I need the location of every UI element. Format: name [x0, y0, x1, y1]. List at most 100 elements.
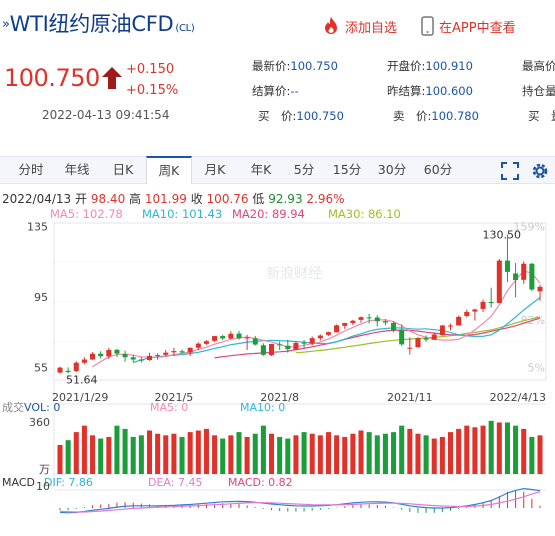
candle-body: [73, 362, 79, 372]
tab-30min[interactable]: 30分: [377, 162, 407, 177]
price-tick-label: 135: [27, 221, 48, 234]
volume-bar: [317, 435, 323, 474]
candle-body: [456, 316, 462, 326]
x-tick-label: 2021/11: [387, 391, 433, 404]
candle-body: [228, 333, 234, 339]
candle-body: [301, 342, 307, 344]
candle-body: [374, 317, 380, 322]
volume-bar: [537, 435, 543, 474]
volume-ma5-legend: MA5: 0: [150, 401, 188, 414]
bid-volume-field: 买 量: [528, 109, 555, 123]
candle-body: [98, 353, 104, 357]
candle-body: [285, 345, 291, 350]
candle-body: [260, 345, 266, 355]
candle-body: [212, 336, 218, 341]
ma5-line: [92, 270, 541, 368]
volume-bar: [187, 432, 193, 474]
volume-bar: [480, 425, 486, 474]
volume-bar: [342, 436, 348, 474]
bid-price-field: 买 价:100.750: [258, 109, 344, 123]
candle-body: [171, 351, 177, 353]
candle-body: [220, 336, 226, 339]
tab-5min[interactable]: 5分: [293, 162, 315, 177]
view-in-app-button[interactable]: 在APP中查看: [421, 16, 516, 36]
volume-bar: [382, 433, 388, 474]
tab-monthly-k[interactable]: 月K: [204, 162, 226, 177]
tab-timeshare[interactable]: 分时: [18, 162, 44, 177]
volume-bar: [98, 438, 104, 474]
tab-weekly-k[interactable]: 周K: [146, 156, 192, 184]
candle-body: [472, 309, 478, 312]
percent-tick-label: 159%: [514, 221, 545, 234]
candle-body: [447, 325, 454, 327]
quote-panel: 100.750 +0.150 +0.15% 2022-04-13 09:41:5…: [0, 50, 555, 134]
candle-body: [504, 260, 510, 272]
volume-bar: [171, 433, 177, 474]
tab-15min[interactable]: 15分: [332, 162, 362, 177]
candle-body: [423, 338, 429, 340]
candle-body: [464, 311, 470, 316]
add-watchlist-button[interactable]: 添加自选: [322, 16, 397, 36]
candle-body: [269, 344, 275, 356]
volume-bar: [252, 433, 258, 474]
volume-bar: [488, 420, 494, 474]
volume-bar: [179, 436, 185, 474]
candle-body: [496, 260, 502, 304]
candle-body: [382, 321, 388, 323]
volume-title: 成交: [2, 400, 24, 414]
candle-body: [350, 320, 356, 324]
volume-bar: [260, 425, 266, 474]
volume-bar: [57, 445, 63, 474]
tab-daily-k[interactable]: 日K: [112, 162, 134, 177]
fullscreen-icon[interactable]: [501, 162, 519, 180]
ask-price-field: 卖 价:100.780: [393, 109, 479, 123]
volume-bar: [391, 432, 397, 474]
macd-tick-label: 10: [36, 480, 50, 493]
price-tick-label: 55: [34, 362, 48, 375]
volume-bar: [236, 432, 242, 474]
volume-bar: [439, 436, 445, 474]
volume-bar: [358, 430, 364, 474]
candle-body: [529, 263, 535, 290]
tab-60min[interactable]: 60分: [423, 162, 453, 177]
price-tick-label: 95: [34, 291, 48, 304]
high-price-field: 最高价: [522, 59, 555, 73]
candle-body: [293, 342, 299, 350]
quote-time: 2022-04-13 09:41:54: [42, 108, 170, 122]
volume-bar: [456, 428, 462, 474]
volume-bar: [106, 436, 112, 474]
candle-body: [130, 357, 136, 360]
ma20-legend: MA20: 89.94: [232, 207, 305, 221]
page-title: »WTI纽约原油CFD (CL): [2, 12, 195, 36]
volume-bar: [90, 435, 96, 474]
volume-bar: [146, 430, 153, 474]
gear-icon[interactable]: [530, 161, 550, 181]
flame-icon: [325, 17, 337, 34]
volume-bar: [220, 438, 226, 474]
volume-bar: [130, 436, 136, 474]
tab-yearly-k[interactable]: 年K: [250, 162, 272, 177]
ma30-legend: MA30: 86.10: [328, 207, 401, 221]
max-price-label: 130.50: [482, 228, 521, 241]
double-chevron-icon: »: [2, 17, 10, 32]
candle-body: [513, 273, 519, 280]
x-tick-label: 2021/1/29: [52, 391, 108, 404]
volume-bar: [122, 428, 128, 474]
volume-bar: [138, 435, 144, 474]
candle-body: [122, 354, 128, 358]
open-interest-field: 持仓量: [522, 84, 555, 98]
volume-bar: [464, 425, 470, 474]
dea-legend: DEA: 7.45: [148, 476, 202, 489]
volume-bar: [334, 435, 340, 474]
ma20-line: [214, 317, 541, 359]
tab-year-line[interactable]: 年线: [64, 162, 90, 177]
macd-legend: MACD: 0.82: [228, 476, 293, 489]
symbol-code: (CL): [175, 23, 195, 34]
volume-bar: [447, 432, 454, 474]
volume-bar: [496, 422, 502, 474]
candle-body: [57, 367, 63, 373]
ma10-line: [133, 297, 541, 364]
candle-body: [334, 325, 340, 333]
settle-price-field: 结算价:--: [252, 84, 299, 98]
